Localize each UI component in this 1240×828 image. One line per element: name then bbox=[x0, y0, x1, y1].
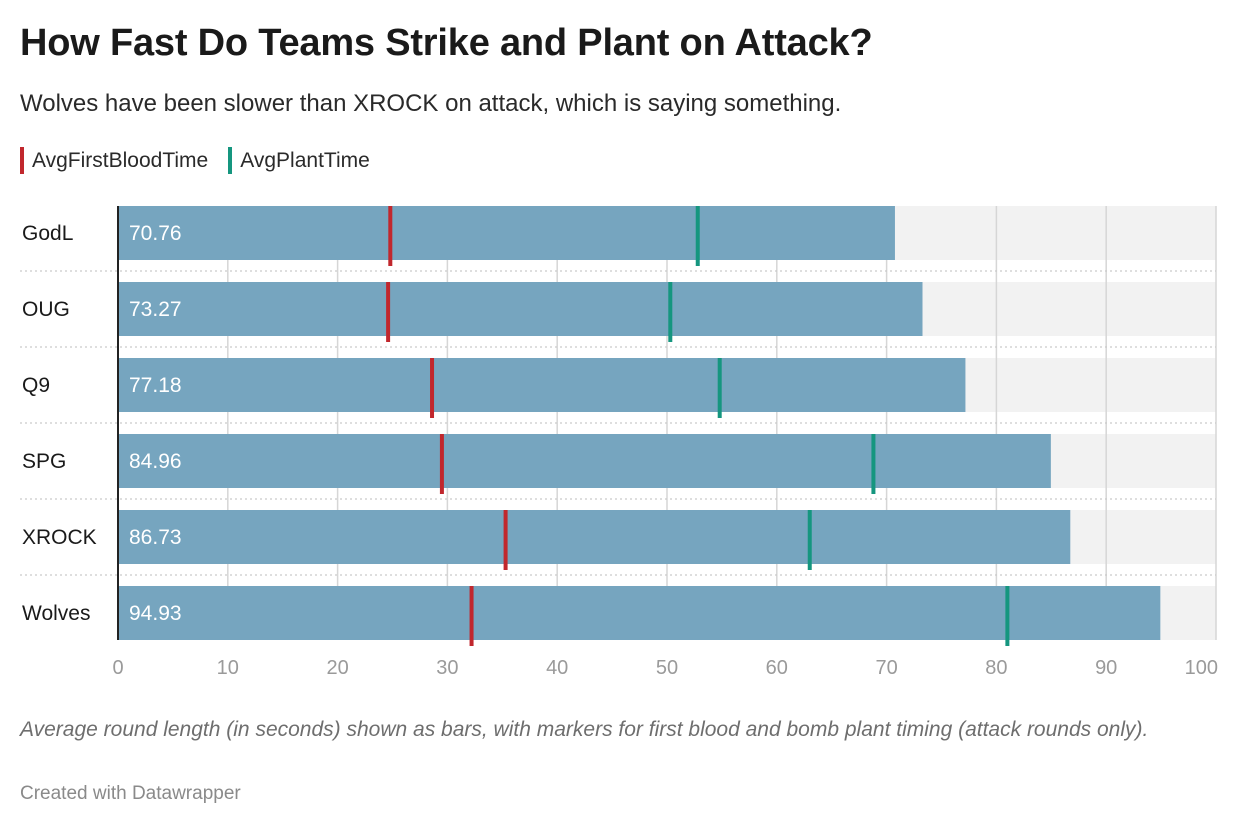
first-blood-marker bbox=[430, 358, 435, 418]
row-label: Q9 bbox=[22, 374, 50, 397]
x-tick-label: 50 bbox=[656, 657, 678, 679]
bar-value-label: 86.73 bbox=[129, 526, 182, 549]
first-blood-marker bbox=[388, 206, 393, 266]
x-tick-label: 70 bbox=[875, 657, 897, 679]
plant-marker bbox=[807, 510, 812, 570]
bar bbox=[118, 206, 895, 260]
x-tick-label: 30 bbox=[436, 657, 458, 679]
x-tick-label: 0 bbox=[112, 657, 123, 679]
row-label: SPG bbox=[22, 450, 66, 473]
legend-swatch-first-blood bbox=[20, 147, 24, 174]
plant-marker bbox=[717, 358, 722, 418]
bar-value-label: 94.93 bbox=[129, 602, 182, 625]
bar bbox=[118, 510, 1071, 564]
chart-title: How Fast Do Teams Strike and Plant on At… bbox=[20, 22, 873, 64]
first-blood-marker bbox=[469, 586, 474, 646]
row-label: GodL bbox=[22, 222, 73, 245]
plant-marker bbox=[1005, 586, 1010, 646]
x-tick-label: 10 bbox=[217, 657, 239, 679]
row-label: Wolves bbox=[22, 602, 90, 625]
x-tick-label: 20 bbox=[326, 657, 348, 679]
bar-chart: 70.76 GodL 73.27 OUG 77.18 Q9 84.96 SPG 86.73 XRO… bbox=[20, 206, 1218, 679]
plant-marker bbox=[668, 282, 673, 342]
plant-marker bbox=[871, 434, 876, 494]
first-blood-marker bbox=[439, 434, 444, 494]
plant-marker bbox=[695, 206, 700, 266]
legend-swatch-plant bbox=[228, 147, 233, 174]
chart-notes: Average round length (in seconds) shown … bbox=[20, 718, 1149, 741]
chart-subtitle: Wolves have been slower than XROCK on at… bbox=[20, 90, 842, 117]
bar-value-label: 84.96 bbox=[129, 450, 182, 473]
bar-value-label: 77.18 bbox=[129, 374, 182, 397]
legend-item-first-blood: AvgFirstBloodTime bbox=[20, 147, 208, 174]
x-tick-label: 40 bbox=[546, 657, 568, 679]
first-blood-marker bbox=[503, 510, 508, 570]
x-tick-label: 60 bbox=[766, 657, 788, 679]
legend-label-first-blood: AvgFirstBloodTime bbox=[32, 148, 209, 172]
bar-value-label: 73.27 bbox=[129, 298, 182, 321]
bar bbox=[118, 434, 1051, 488]
x-tick-label: 90 bbox=[1095, 657, 1117, 679]
byline: Created with Datawrapper bbox=[20, 783, 241, 804]
legend-item-plant: AvgPlantTime bbox=[228, 147, 370, 174]
legend-label-plant: AvgPlantTime bbox=[240, 148, 370, 172]
bar bbox=[118, 586, 1161, 640]
x-tick-label: 80 bbox=[985, 657, 1007, 679]
legend: AvgFirstBloodTime AvgPlantTime bbox=[20, 147, 370, 174]
row-label: OUG bbox=[22, 298, 70, 321]
x-tick-label: 100 bbox=[1185, 657, 1218, 679]
bar bbox=[118, 282, 923, 336]
bar-value-label: 70.76 bbox=[129, 222, 182, 245]
row-label: XROCK bbox=[22, 526, 97, 549]
first-blood-marker bbox=[386, 282, 391, 342]
bar bbox=[118, 358, 966, 412]
